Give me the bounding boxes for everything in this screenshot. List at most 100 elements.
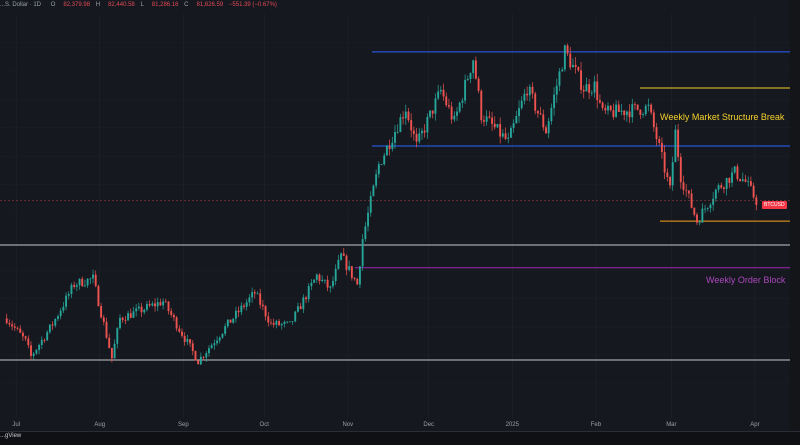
candle-body <box>151 303 154 306</box>
candle-body <box>127 313 130 321</box>
candle-body <box>671 162 674 186</box>
candle-body <box>418 133 421 142</box>
candle-body <box>399 117 402 132</box>
candle <box>178 325 181 334</box>
candle-body <box>377 164 380 175</box>
candle-body <box>70 284 73 295</box>
candle <box>412 126 415 141</box>
candle <box>218 336 221 344</box>
candle <box>154 298 156 312</box>
candle-body <box>736 166 739 179</box>
candle-body <box>270 322 272 324</box>
candle <box>13 323 16 331</box>
candle <box>216 336 218 346</box>
candle <box>439 86 442 95</box>
candle-body <box>334 268 337 282</box>
candle <box>202 355 205 361</box>
candle <box>261 299 264 311</box>
x-tick-label: Nov <box>342 422 353 428</box>
candle <box>504 127 507 141</box>
candle-body <box>367 212 369 227</box>
candle <box>372 184 375 197</box>
candle <box>94 270 97 288</box>
candle <box>704 204 707 213</box>
candle-body <box>625 111 628 116</box>
candle <box>518 100 520 123</box>
candle-body <box>170 311 173 315</box>
candle <box>523 89 526 105</box>
candle <box>493 116 496 130</box>
candle <box>162 298 165 310</box>
weekly-msb-label: Weekly Market Structure Break <box>660 112 785 122</box>
candle <box>11 320 14 331</box>
candle <box>83 279 86 288</box>
candle <box>709 202 712 213</box>
candle <box>469 72 472 84</box>
candle <box>663 145 666 180</box>
candle-body <box>216 340 218 344</box>
candle <box>159 298 162 307</box>
candle-body <box>383 155 386 165</box>
candle-body <box>620 110 623 112</box>
candle <box>609 104 612 112</box>
candle <box>326 275 329 292</box>
candle <box>332 276 334 289</box>
candle-body <box>30 345 32 356</box>
candle <box>472 59 475 79</box>
candle-body <box>313 279 316 283</box>
ohlc-low: 81,286.16 <box>151 2 179 8</box>
candle-body <box>488 116 491 118</box>
ohlc-high: 82,440.58 <box>108 2 135 8</box>
candle-body <box>94 274 97 286</box>
candle-body <box>321 279 324 282</box>
candle-body <box>663 152 666 173</box>
candle-body <box>248 297 251 303</box>
candle-body <box>507 137 510 139</box>
candle-body <box>655 127 658 140</box>
candle <box>634 101 636 110</box>
candle <box>59 308 62 320</box>
candle <box>687 190 690 199</box>
candle <box>456 106 458 121</box>
candle <box>315 273 318 283</box>
candle <box>561 67 564 72</box>
candle-body <box>660 142 663 153</box>
candle-body <box>437 91 440 99</box>
candle <box>143 308 146 315</box>
ohlc-close-label: C <box>184 2 189 8</box>
symbol-header: ...S. Dollar · 1D O 82,379.98 H 82,440.58 … <box>0 2 281 8</box>
candle <box>534 91 537 115</box>
candle-body <box>11 324 14 327</box>
candle-body <box>218 337 221 341</box>
candle-body <box>647 104 650 106</box>
candle <box>132 306 135 318</box>
candle <box>693 207 696 217</box>
candle <box>65 292 68 311</box>
candle <box>580 62 582 94</box>
candle-body <box>642 114 644 115</box>
candle-body <box>696 214 698 223</box>
candle-body <box>545 127 547 134</box>
candle <box>574 57 577 74</box>
candle <box>685 183 688 197</box>
candle-body <box>682 182 685 190</box>
candle-body <box>636 104 639 110</box>
candle-body <box>706 208 709 209</box>
candle <box>736 163 739 182</box>
candle-body <box>108 337 111 348</box>
candle <box>714 188 717 202</box>
candle-body <box>388 145 391 149</box>
candle-body <box>113 343 116 359</box>
candle-body <box>410 120 413 131</box>
candle-body <box>534 93 537 111</box>
candle <box>623 110 626 121</box>
candle-body <box>741 179 744 181</box>
candle-body <box>197 360 200 365</box>
candle-body <box>698 222 701 224</box>
candle-body <box>752 185 755 198</box>
candle-body <box>725 177 728 189</box>
candle <box>563 44 566 72</box>
candle <box>477 76 480 94</box>
